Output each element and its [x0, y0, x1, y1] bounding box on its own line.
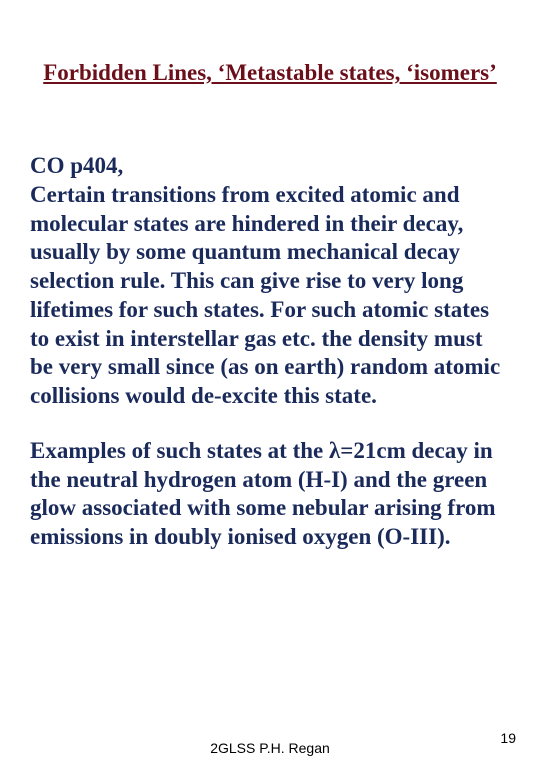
slide-title: Forbidden Lines, ‘Metastable states, ‘is…: [30, 60, 510, 86]
footer-center: 2GLSS P.H. Regan: [0, 740, 540, 756]
footer-page-number: 19: [500, 730, 516, 746]
slide: Forbidden Lines, ‘Metastable states, ‘is…: [0, 0, 540, 780]
paragraph-1: CO p404,Certain transitions from excited…: [30, 152, 510, 411]
paragraph-2: Examples of such states at the λ=21cm de…: [30, 437, 510, 552]
